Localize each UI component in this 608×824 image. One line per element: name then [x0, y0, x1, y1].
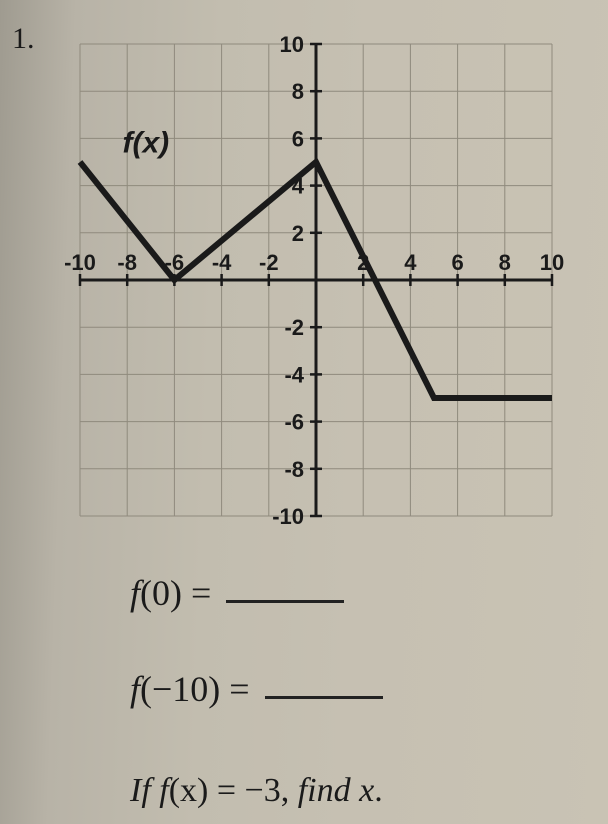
svg-text:f(x): f(x) [122, 127, 169, 160]
svg-text:-6: -6 [284, 410, 304, 435]
if-word: If [130, 772, 159, 809]
svg-text:-2: -2 [284, 315, 304, 340]
func-mid: (x) = −3, [169, 772, 298, 809]
svg-text:10: 10 [540, 250, 564, 275]
svg-text:4: 4 [404, 250, 417, 275]
svg-text:6: 6 [292, 126, 304, 151]
svg-text:6: 6 [451, 250, 463, 275]
svg-text:-8: -8 [117, 250, 137, 275]
question-find-x: If f(x) = −3, find x. [130, 772, 383, 810]
func-arg: (−10) = [140, 669, 259, 709]
svg-text:8: 8 [499, 250, 511, 275]
svg-text:-2: -2 [259, 250, 279, 275]
func-letter: f [130, 573, 140, 613]
svg-text:10: 10 [280, 32, 304, 57]
period: . [374, 772, 383, 809]
find-word: find x [298, 772, 374, 809]
graph-svg: -10-8-6-4-2246810-10-8-6-4-2246810f(x) [60, 24, 572, 536]
svg-text:-10: -10 [272, 504, 304, 529]
svg-text:-4: -4 [284, 362, 304, 387]
answer-blank-1[interactable] [226, 575, 344, 603]
svg-text:8: 8 [292, 79, 304, 104]
question-number: 1. [12, 22, 35, 56]
function-graph: -10-8-6-4-2246810-10-8-6-4-2246810f(x) [60, 24, 572, 536]
question-f-of-neg-10: f(−10) = [130, 668, 383, 710]
func-letter: f [159, 772, 168, 809]
worksheet-page: 1. -10-8-6-4-2246810-10-8-6-4-2246810f(x… [0, 0, 608, 824]
svg-text:-10: -10 [64, 250, 96, 275]
question-f-of-0: f(0) = [130, 572, 344, 614]
func-arg: (0) = [140, 573, 220, 613]
answer-blank-2[interactable] [265, 671, 383, 699]
svg-text:-4: -4 [212, 250, 232, 275]
func-letter: f [130, 669, 140, 709]
svg-text:-8: -8 [284, 457, 304, 482]
svg-text:2: 2 [292, 221, 304, 246]
